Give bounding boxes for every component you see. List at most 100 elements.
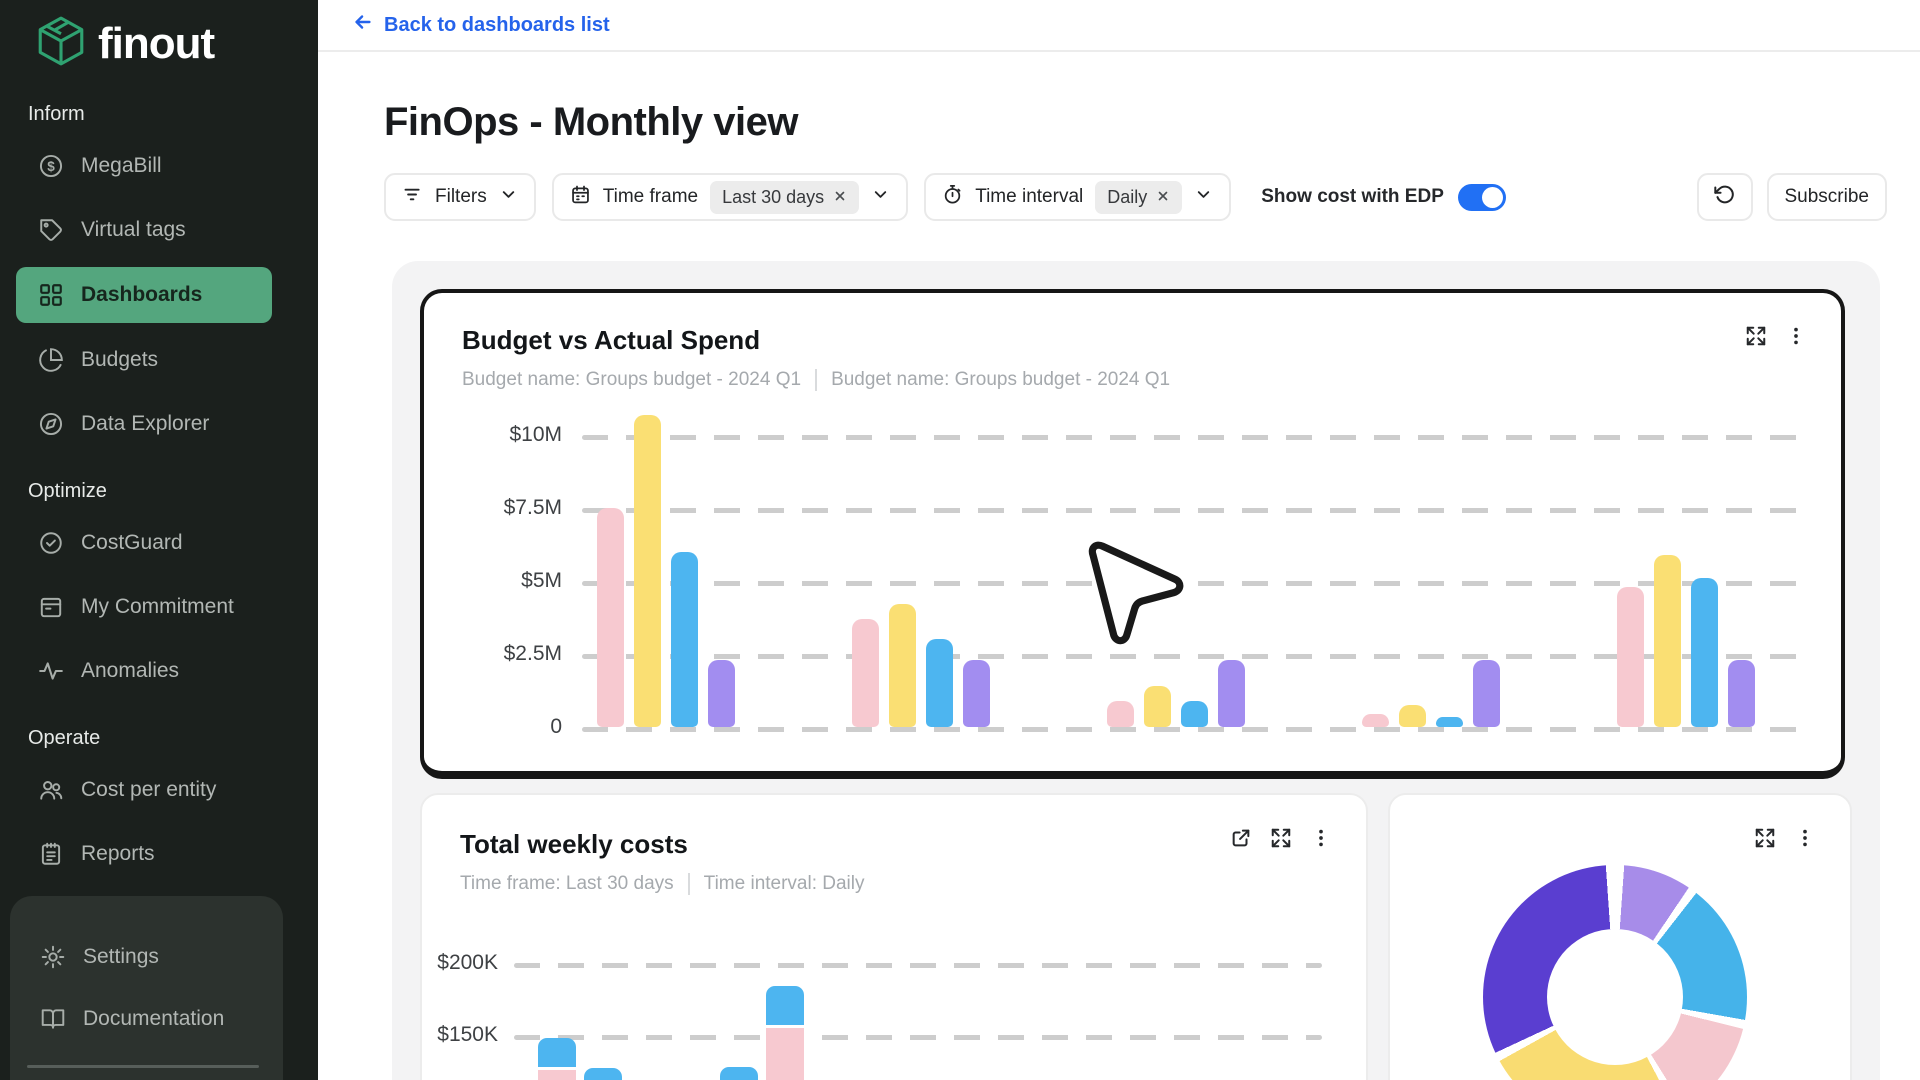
weekly-bar-5-blue[interactable] [766, 986, 804, 1025]
expand-icon[interactable] [1270, 827, 1292, 854]
sidebar-item-reports[interactable]: Reports [0, 822, 318, 886]
remove-time-frame-icon[interactable] [833, 187, 847, 208]
weekly-bar-2-blue[interactable] [584, 1068, 622, 1080]
sidebar: finout Inform $ MegaBill Virtual tags Dashbo… [0, 0, 318, 1080]
bva-bar-yellow-group-2[interactable] [889, 604, 916, 727]
chevron-down-icon[interactable] [871, 185, 890, 210]
y-axis-tick-label: $7.5M [503, 496, 562, 519]
sidebar-item-cost-per-entity[interactable]: Cost per entity [0, 758, 318, 822]
toggle-knob [1481, 186, 1503, 208]
bva-bar-blue-group-1[interactable] [671, 551, 698, 727]
sidebar-item-budgets[interactable]: Budgets [0, 328, 318, 392]
back-arrow-icon [352, 11, 374, 39]
kebab-menu-icon[interactable] [1785, 325, 1807, 352]
bva-bar-purple-group-3[interactable] [1218, 659, 1245, 727]
bva-bar-purple-group-2[interactable] [963, 659, 990, 727]
filters-button[interactable]: Filters [384, 173, 536, 221]
bva-bar-blue-group-2[interactable] [926, 639, 953, 727]
sidebar-item-label: Cost per entity [81, 778, 217, 801]
sidebar-item-data-explorer[interactable]: Data Explorer [0, 392, 318, 456]
bva-bar-pink-group-3[interactable] [1107, 700, 1134, 727]
bva-bar-yellow-group-1[interactable] [634, 414, 661, 727]
card-actions [1230, 827, 1332, 854]
card-actions [1745, 325, 1807, 352]
sidebar-item-label: Virtual tags [81, 218, 186, 241]
sidebar-item-documentation[interactable]: Documentation [10, 988, 283, 1050]
donut-chart-card[interactable] [1387, 793, 1852, 1080]
time-interval-control[interactable]: Time interval Daily [924, 173, 1232, 221]
report-icon [38, 841, 64, 867]
weekly-bar-1-blue[interactable] [538, 1037, 576, 1067]
bva-bar-yellow-group-5[interactable] [1654, 554, 1681, 727]
sidebar-item-label: Dashboards [81, 283, 203, 306]
edp-toggle[interactable] [1457, 183, 1506, 211]
sidebar-item-megabill[interactable]: $ MegaBill [0, 134, 318, 198]
weekly-bar-5-pink[interactable] [766, 1027, 804, 1080]
budget-name-2: Budget name: Groups budget - 2024 Q1 [815, 369, 1184, 391]
bva-bar-purple-group-5[interactable] [1728, 659, 1755, 727]
sidebar-item-dashboards[interactable]: Dashboards [16, 267, 272, 323]
refresh-button[interactable] [1696, 173, 1753, 221]
gear-icon [40, 944, 66, 970]
bva-bar-blue-group-5[interactable] [1691, 578, 1718, 727]
sidebar-item-costguard[interactable]: CostGuard [0, 511, 318, 575]
toolbar-right: Subscribe [1696, 173, 1887, 221]
weekly-bar-4-blue[interactable] [720, 1066, 758, 1080]
nav-section-label: Operate [28, 727, 101, 749]
kebab-menu-icon[interactable] [1794, 827, 1816, 854]
y-axis-tick-label: $150K [437, 1023, 498, 1046]
bva-bar-yellow-group-3[interactable] [1144, 686, 1171, 727]
back-to-dashboards-link[interactable]: Back to dashboards list [352, 11, 610, 39]
time-frame-control[interactable]: Time frame Last 30 days [551, 173, 909, 221]
finout-logo[interactable]: finout [0, 0, 318, 73]
bva-bar-purple-group-1[interactable] [708, 659, 735, 727]
sidebar-item-virtual-tags[interactable]: Virtual tags [0, 198, 318, 262]
card-title: Budget vs Actual Spend [462, 325, 761, 355]
people-icon [38, 777, 64, 803]
budget-name-1: Budget name: Groups budget - 2024 Q1 [462, 369, 802, 390]
subscribe-button[interactable]: Subscribe [1766, 173, 1887, 221]
logo-text: finout [98, 18, 215, 68]
top-bar: Back to dashboards list [318, 0, 1920, 52]
gridline [582, 508, 1803, 513]
sidebar-item-label: Budgets [81, 348, 159, 371]
sidebar-footer-nav: Settings Documentation [10, 926, 283, 1050]
time-interval-chip[interactable]: Daily [1095, 180, 1183, 214]
filter-toolbar: Filters Time frame Last 30 days [384, 173, 1887, 221]
external-link-icon[interactable] [1230, 827, 1252, 854]
donut-chart[interactable] [1482, 865, 1747, 1080]
weekly-time-frame: Time frame: Last 30 days [460, 873, 674, 894]
dashboard-canvas: Budget vs Actual Spend Budget name: Grou… [392, 261, 1880, 1080]
budget-vs-actual-card[interactable]: Budget vs Actual Spend Budget name: Grou… [420, 289, 1845, 779]
time-frame-value: Last 30 days [722, 186, 825, 207]
card-subtitle: Time frame: Last 30 days Time interval: … [460, 873, 1328, 895]
pie-icon [38, 347, 64, 373]
expand-icon[interactable] [1745, 325, 1767, 352]
bva-bar-purple-group-4[interactable] [1473, 659, 1500, 727]
edp-toggle-group: Show cost with EDP [1261, 183, 1506, 211]
bva-bar-yellow-group-4[interactable] [1399, 705, 1426, 727]
bva-bar-pink-group-5[interactable] [1617, 586, 1644, 727]
bva-bar-pink-group-1[interactable] [597, 508, 624, 727]
kebab-menu-icon[interactable] [1310, 827, 1332, 854]
sidebar-item-anomalies[interactable]: Anomalies [0, 639, 318, 703]
y-axis-tick-label: $200K [437, 951, 498, 974]
weekly-bar-1-pink[interactable] [538, 1069, 576, 1080]
bottom-card-row: Total weekly costs Time frame: Last 30 d… [420, 793, 1852, 1080]
bva-bar-blue-group-3[interactable] [1181, 700, 1208, 727]
sidebar-item-settings[interactable]: Settings [10, 926, 283, 988]
expand-icon[interactable] [1754, 827, 1776, 854]
time-interval-value: Daily [1107, 186, 1148, 207]
gridline [514, 963, 1322, 968]
bva-bar-blue-group-4[interactable] [1436, 716, 1463, 727]
bva-bar-pink-group-4[interactable] [1362, 713, 1389, 727]
bva-bar-pink-group-2[interactable] [852, 618, 879, 727]
sidebar-footer-divider [27, 1065, 259, 1068]
total-weekly-costs-card[interactable]: Total weekly costs Time frame: Last 30 d… [420, 793, 1368, 1080]
time-frame-chip[interactable]: Last 30 days [710, 180, 860, 214]
chevron-down-icon[interactable] [1194, 185, 1213, 210]
total-weekly-costs-chart: $200K $150K [437, 911, 1328, 1080]
sidebar-item-my-commitment[interactable]: My Commitment [0, 575, 318, 639]
remove-time-interval-icon[interactable] [1156, 187, 1170, 208]
megabill-icon: $ [38, 153, 64, 179]
